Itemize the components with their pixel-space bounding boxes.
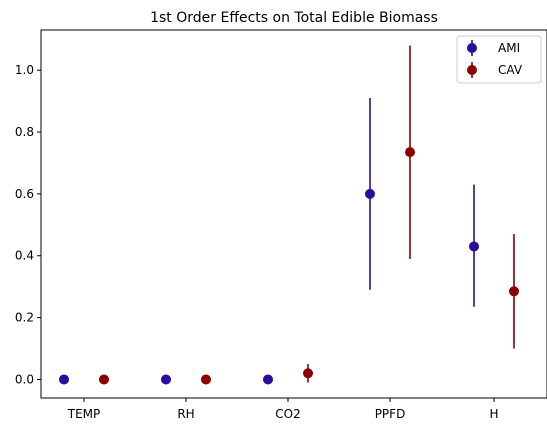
legend-marker-ami — [467, 43, 477, 53]
point-ami-co2 — [263, 374, 273, 384]
x-tick-label-co2: CO2 — [275, 407, 300, 421]
legend-label-ami: AMI — [498, 41, 520, 55]
y-tick-label: 0.6 — [15, 187, 34, 201]
point-ami-temp — [59, 374, 69, 384]
point-cav-temp — [99, 374, 109, 384]
legend-marker-cav — [467, 65, 477, 75]
y-tick-label: 0.4 — [15, 249, 34, 263]
point-cav-rh — [201, 374, 211, 384]
x-tick-label-h: H — [489, 407, 498, 421]
x-tick-label-temp: TEMP — [67, 407, 101, 421]
legend: AMI CAV — [457, 36, 541, 83]
y-tick-label: 0.2 — [15, 311, 34, 325]
chart-title: 1st Order Effects on Total Edible Biomas… — [150, 10, 438, 26]
y-tick-label: 1.0 — [15, 63, 34, 77]
point-ami-rh — [161, 374, 171, 384]
y-tick-label: 0.8 — [15, 125, 34, 139]
point-cav-h — [509, 286, 519, 296]
x-tick-label-ppfd: PPFD — [375, 407, 406, 421]
point-ami-h — [469, 241, 479, 251]
point-cav-co2 — [303, 368, 313, 378]
y-tick-label: 0.0 — [15, 372, 34, 386]
point-cav-ppfd — [405, 147, 415, 157]
point-ami-ppfd — [365, 189, 375, 199]
x-tick-label-rh: RH — [177, 407, 194, 421]
legend-label-cav: CAV — [498, 63, 523, 77]
